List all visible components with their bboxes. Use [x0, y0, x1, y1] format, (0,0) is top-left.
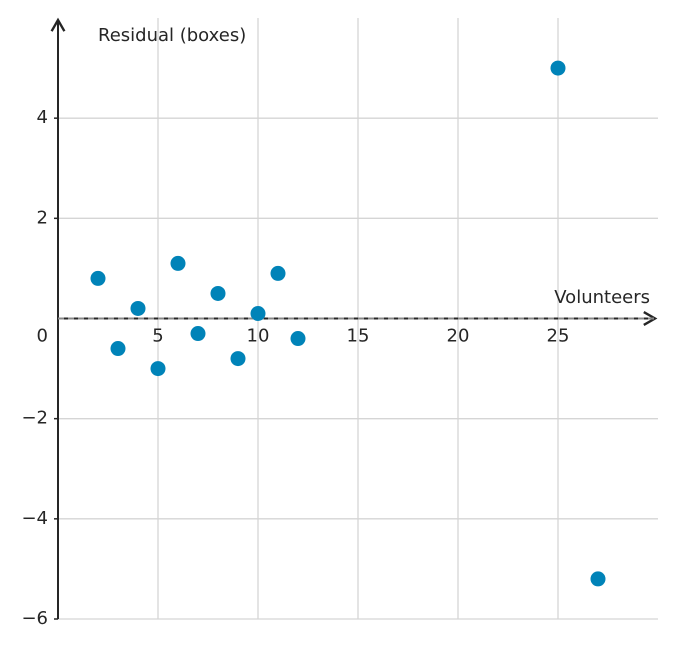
point	[230, 351, 246, 367]
point	[550, 60, 566, 76]
y-tick-label: 4	[37, 107, 48, 128]
point	[130, 300, 146, 316]
point	[170, 255, 186, 271]
point	[290, 331, 306, 347]
x-axis-label: Volunteers	[554, 287, 650, 308]
point	[150, 361, 166, 377]
point	[190, 326, 206, 342]
point	[590, 571, 606, 587]
x-tick-label: 20	[447, 326, 470, 347]
y-tick-label: 2	[37, 207, 48, 228]
y-axis-label: Residual (boxes)	[98, 25, 246, 46]
x-tick-label: 15	[347, 326, 370, 347]
x-tick-label: 10	[247, 326, 270, 347]
point	[250, 305, 266, 321]
y-tick-label: −4	[21, 508, 48, 529]
y-tick-label: −6	[21, 608, 48, 629]
x-tick-label: 5	[152, 326, 163, 347]
point	[90, 270, 106, 286]
point	[210, 285, 226, 301]
y-tick-label: 0	[37, 326, 48, 347]
point	[270, 265, 286, 281]
point	[110, 341, 126, 357]
x-tick-label: 25	[547, 326, 570, 347]
y-tick-label: −2	[21, 408, 48, 429]
